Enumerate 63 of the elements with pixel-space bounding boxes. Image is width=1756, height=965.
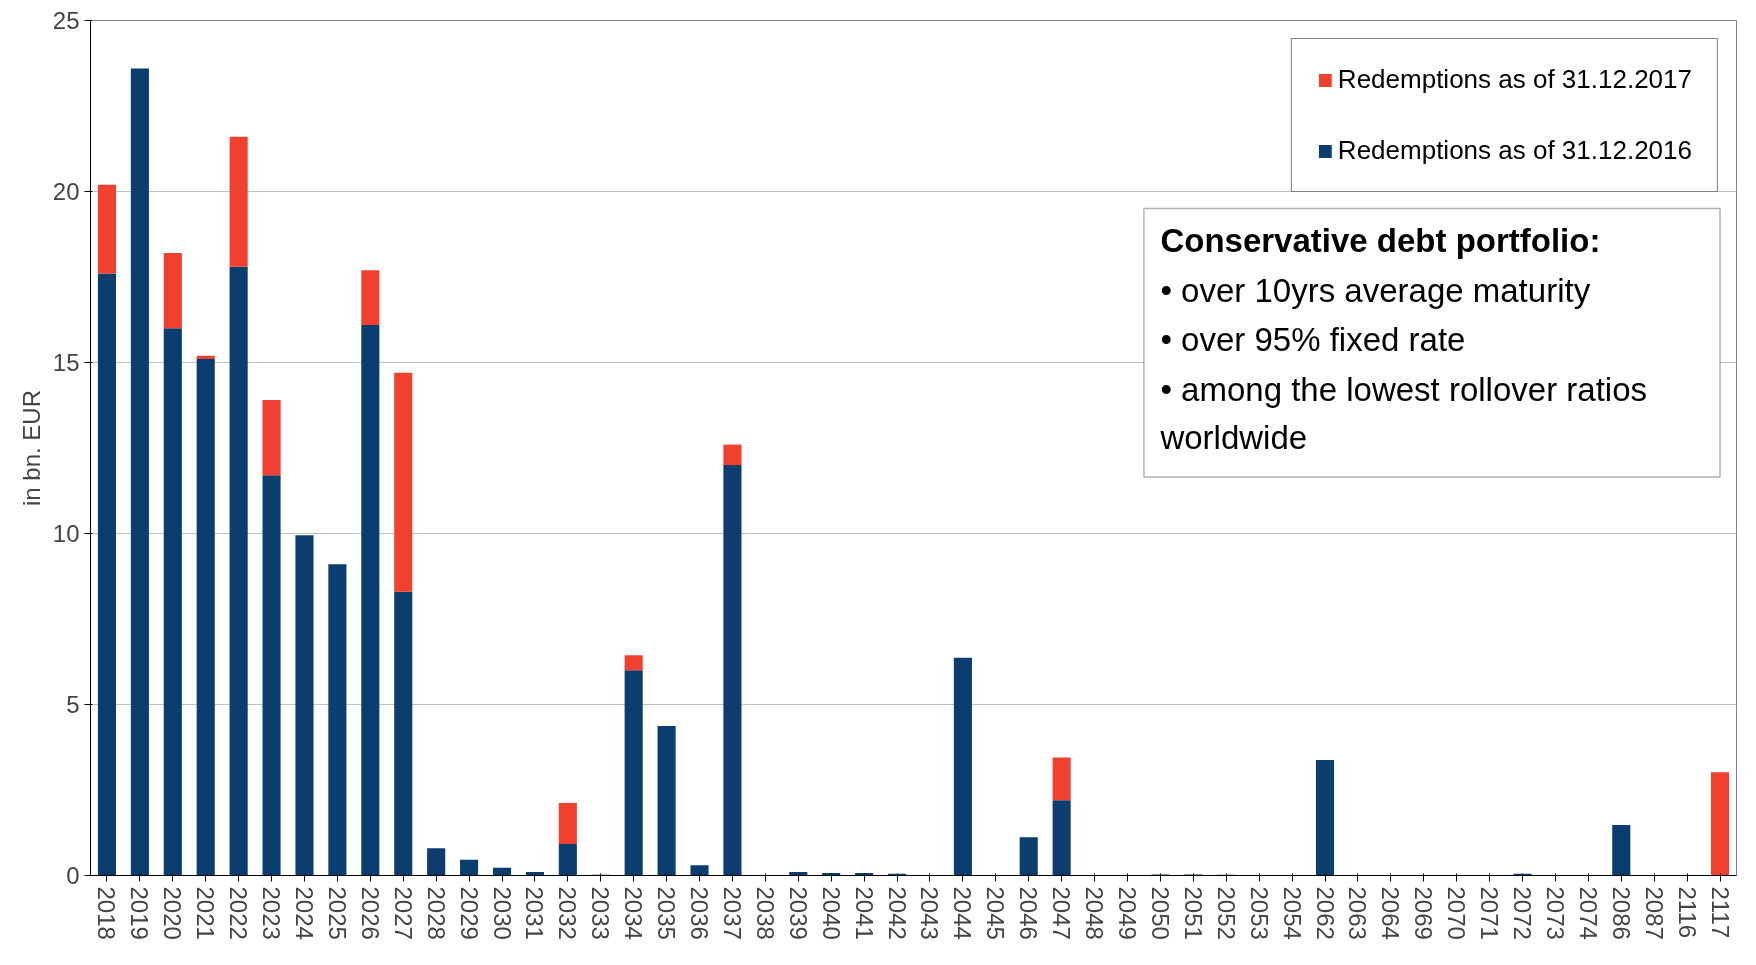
x-tick-label: 2023: [258, 886, 286, 940]
x-tick-label: 2033: [587, 886, 615, 940]
x-tick-label: 2046: [1015, 886, 1043, 940]
x-tick-label: 2073: [1541, 886, 1569, 940]
x-tick-label: 2044: [949, 886, 977, 940]
x-tick-label: 2035: [653, 886, 681, 940]
y-tick-label: 10: [52, 520, 80, 547]
x-tick-label: 2053: [1245, 886, 1273, 940]
x-tick-label: 2020: [159, 886, 187, 940]
legend-label: Redemptions as of 31.12.2017: [1337, 64, 1692, 95]
legend-label: Redemptions as of 31.12.2016: [1337, 135, 1692, 166]
y-tick-label: 0: [66, 862, 80, 889]
annotation: • over 95% fixed rate: [1160, 321, 1466, 359]
y-tick-label: 5: [66, 691, 80, 718]
x-tick-label: 2022: [225, 886, 253, 940]
x-tick-label: 2047: [1048, 886, 1076, 940]
x-tick-label: 2038: [751, 886, 779, 940]
x-tick-label: 2024: [290, 886, 318, 940]
x-tick-label: 2028: [422, 886, 450, 940]
x-tick-label: 2117: [1706, 886, 1734, 939]
x-tick-label: 2037: [718, 886, 746, 940]
x-tick-label: 2018: [93, 886, 121, 940]
x-tick-label: 2032: [554, 886, 582, 940]
x-tick-label: 2063: [1344, 886, 1372, 940]
y-tick-label: 15: [52, 349, 80, 376]
x-tick-label: 2042: [883, 886, 911, 940]
x-tick-label: 2041: [850, 886, 878, 940]
annotation: • among the lowest rollover ratios worldwide: [1159, 371, 1648, 457]
x-tick-label: 2064: [1377, 886, 1405, 940]
x-tick-label: 2040: [817, 886, 845, 940]
x-tick-label: 2036: [686, 886, 714, 940]
x-tick-label: 2087: [1640, 886, 1668, 940]
y-tick-label: 25: [52, 7, 80, 34]
x-tick-label: 2019: [126, 886, 154, 940]
x-tick-label: 2045: [982, 886, 1010, 940]
x-tick-label: 2062: [1311, 886, 1339, 940]
annotation: • over 10yrs average maturity: [1160, 271, 1591, 309]
x-tick-label: 2116: [1673, 886, 1701, 939]
x-tick-label: 2050: [1146, 886, 1174, 940]
x-tick-label: 2031: [521, 886, 549, 940]
x-tick-label: 2086: [1607, 886, 1635, 940]
x-tick-label: 2029: [455, 886, 483, 940]
x-tick-label: 2072: [1509, 886, 1537, 940]
x-tick-label: 2034: [620, 886, 648, 940]
x-tick-label: 2049: [1113, 886, 1141, 940]
x-tick-label: 2043: [916, 886, 944, 940]
y-tick-label: 20: [52, 178, 80, 205]
x-tick-label: 2069: [1410, 886, 1438, 940]
y-axis-title: in bn. EUR: [17, 389, 45, 507]
x-tick-label: 2074: [1574, 886, 1602, 940]
annotation: Conservative debt portfolio:: [1160, 222, 1601, 260]
x-tick-label: 2039: [784, 886, 812, 940]
x-tick-label: 2070: [1443, 886, 1471, 940]
x-tick-label: 2048: [1081, 886, 1109, 940]
x-tick-label: 2051: [1179, 886, 1207, 940]
x-tick-label: 2052: [1212, 886, 1240, 940]
x-tick-label: 2025: [323, 886, 351, 940]
x-tick-label: 2071: [1476, 886, 1504, 940]
x-tick-label: 2030: [488, 886, 516, 940]
x-tick-label: 2054: [1278, 886, 1306, 940]
x-tick-label: 2026: [356, 886, 384, 940]
x-tick-label: 2027: [389, 886, 417, 940]
x-tick-label: 2021: [192, 886, 220, 940]
